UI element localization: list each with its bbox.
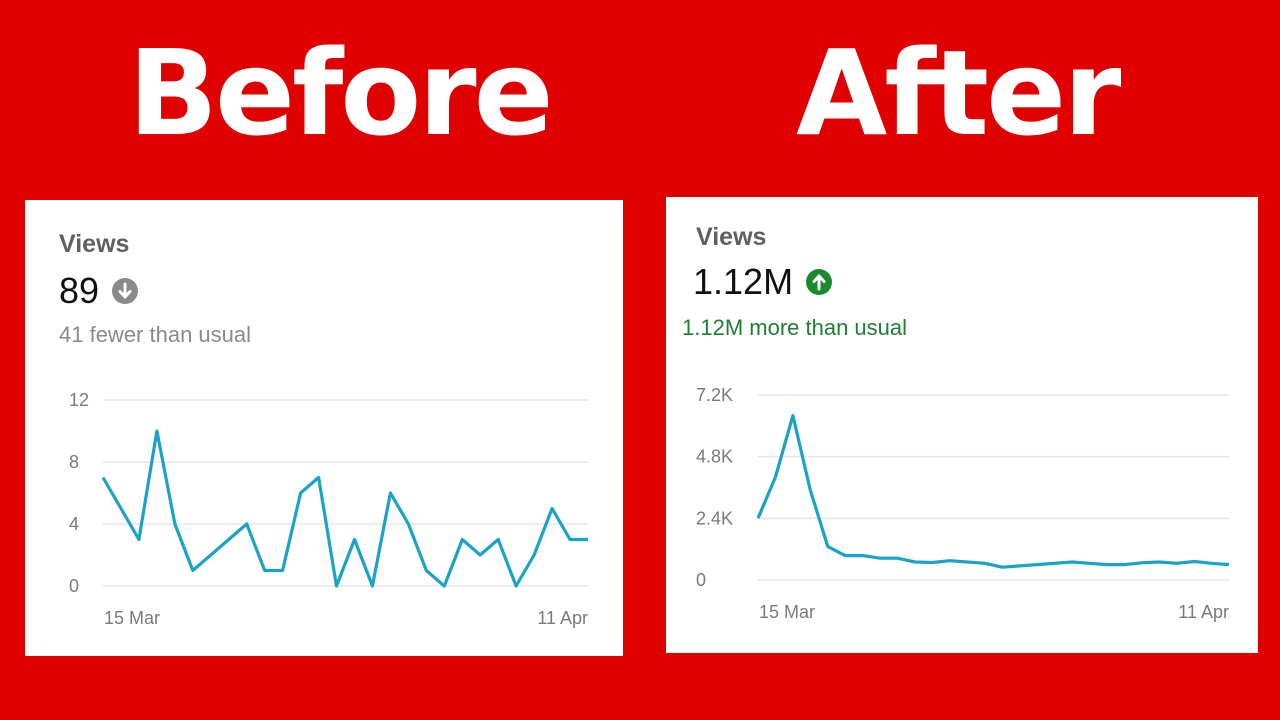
arrow-down-icon (111, 277, 139, 305)
x-tick-label: 11 Apr (537, 608, 588, 628)
views-card-before: Views 89 41 fewer than usual 0 4 8 12 15 Mar… (25, 200, 623, 656)
views-series-line (756, 414, 1230, 569)
views-count: 89 (59, 270, 100, 311)
y-tick-label: 4 (69, 514, 79, 534)
x-tick-label: 15 Mar (759, 602, 815, 622)
metric-label: Views (59, 230, 130, 258)
arrow-up-icon (805, 268, 833, 296)
x-tick-label: 11 Apr (1178, 602, 1229, 622)
y-tick-label: 2.4K (696, 508, 733, 528)
y-tick-label: 0 (696, 570, 706, 590)
views-card-after: Views 1.12M 1.12M more than usual 0 2.4K 4… (666, 197, 1258, 653)
y-tick-label: 8 (69, 452, 79, 472)
after-heading: After (796, 24, 1121, 162)
metric-label: Views (696, 223, 767, 251)
comparison-text: 1.12M more than usual (682, 315, 908, 340)
y-tick-label: 12 (69, 390, 89, 410)
views-series-line (101, 429, 588, 588)
comparison-text: 41 fewer than usual (59, 322, 252, 347)
metric-value: 1.12M (693, 261, 833, 303)
views-count: 1.12M (693, 261, 794, 302)
x-tick-label: 15 Mar (104, 608, 160, 628)
views-line-chart-before: 0 4 8 12 15 Mar 11 Apr (69, 390, 588, 628)
views-line-chart-after: 0 2.4K 4.8K 7.2K 15 Mar 11 Apr (696, 385, 1230, 622)
y-tick-label: 4.8K (696, 447, 733, 467)
y-tick-label: 0 (69, 576, 79, 596)
before-heading: Before (128, 24, 554, 162)
metric-value: 89 (59, 270, 139, 312)
y-tick-label: 7.2K (696, 385, 733, 405)
